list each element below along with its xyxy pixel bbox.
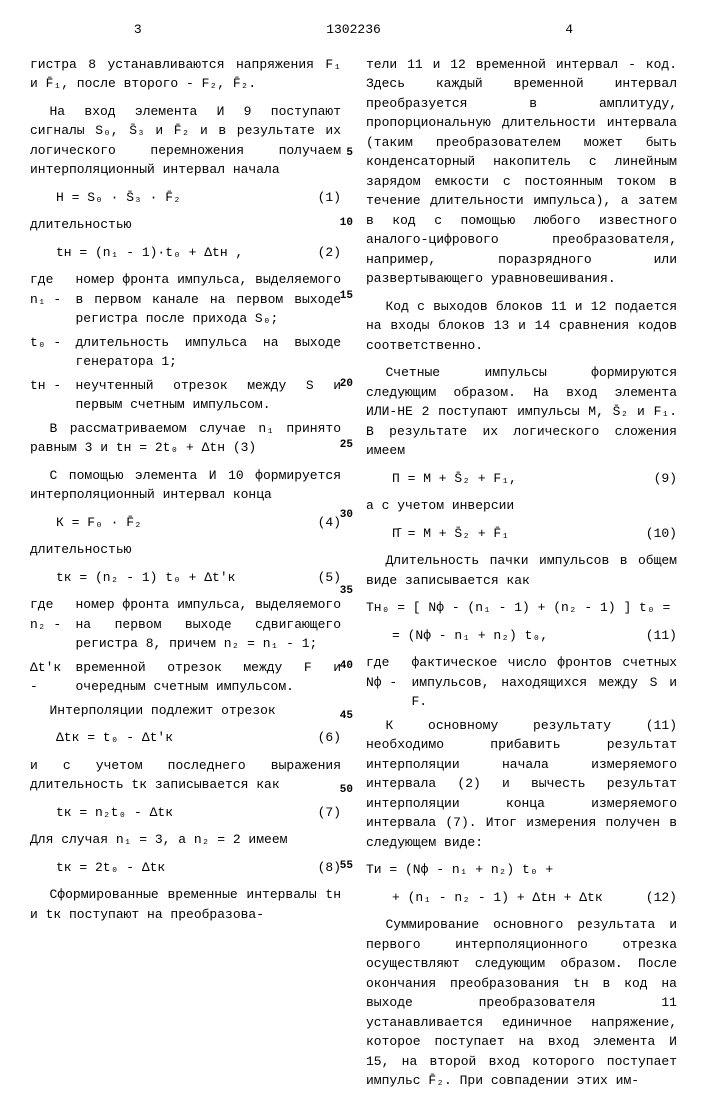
equation-math: Δtк = t₀ - Δt'к bbox=[30, 728, 173, 748]
paragraph: Сформированные временные интервалы tн и … bbox=[30, 885, 341, 924]
equation-1: Н = S₀ · S̄₃ · F̄₂ (1) bbox=[30, 188, 341, 208]
paragraph: Интерполяции подлежит отрезок bbox=[30, 701, 341, 721]
equation-11-line2: = (Nф - n₁ + n₂) t₀, (11) bbox=[366, 626, 677, 646]
equation-math: Н = S₀ · S̄₃ · F̄₂ bbox=[30, 188, 181, 208]
equation-number: (2) bbox=[310, 243, 341, 263]
equation-8: tк = 2t₀ - Δtк (8) bbox=[30, 858, 341, 878]
definition-symbol: tн - bbox=[30, 376, 76, 415]
equation-number: (6) bbox=[310, 728, 341, 748]
line-number: 50 bbox=[340, 782, 353, 799]
left-column: гистра 8 устанавливаются напряжения F₁ и… bbox=[30, 55, 341, 1099]
definition-symbol: t₀ - bbox=[30, 333, 76, 372]
line-number: 5 bbox=[346, 145, 353, 162]
equation-number: (11) bbox=[638, 626, 677, 646]
equation-number: (8) bbox=[310, 858, 341, 878]
definition-symbol: Δt'к - bbox=[30, 658, 76, 697]
paragraph: В рассматриваемом случае n₁ принято равн… bbox=[30, 419, 341, 458]
paragraph: К основному результату (11) необходимо п… bbox=[366, 716, 677, 853]
equation-number: (10) bbox=[638, 524, 677, 544]
line-number: 10 bbox=[340, 215, 353, 232]
definition-text: номер фронта импульса, выделяемого в пер… bbox=[76, 270, 342, 329]
paragraph: длительностью bbox=[30, 540, 341, 560]
line-number: 40 bbox=[340, 658, 353, 675]
definition-text: длительность импульса на выходе генерато… bbox=[76, 333, 342, 372]
equation-number: (9) bbox=[646, 469, 677, 489]
definition: где Nф - фактическое число фронтов счетн… bbox=[366, 653, 677, 712]
paragraph: На вход элемента И 9 поступают сигналы S… bbox=[30, 102, 341, 180]
line-number: 25 bbox=[340, 437, 353, 454]
line-number: 15 bbox=[340, 288, 353, 305]
equation-math: tн = (n₁ - 1)·t₀ + Δtн , bbox=[30, 243, 243, 263]
equation-math: П̄ = М + S̄₂ + F̄₁ bbox=[366, 524, 509, 544]
paragraph: С помощью элемента И 10 формируется инте… bbox=[30, 466, 341, 505]
line-number: 55 bbox=[340, 858, 353, 875]
equation-math: = (Nф - n₁ + n₂) t₀, bbox=[366, 626, 548, 646]
definition-symbol: где n₂ - bbox=[30, 595, 76, 654]
equation-math: tк = (n₂ - 1) t₀ + Δt'к bbox=[30, 568, 235, 588]
equation-number: (12) bbox=[638, 888, 677, 908]
line-number: 45 bbox=[340, 708, 353, 725]
definition: где n₂ - номер фронта импульса, выделяем… bbox=[30, 595, 341, 654]
definition: где n₁ - номер фронта импульса, выделяем… bbox=[30, 270, 341, 329]
equation-10: П̄ = М + S̄₂ + F̄₁ (10) bbox=[366, 524, 677, 544]
paragraph: тели 11 и 12 временной интервал - код. З… bbox=[366, 55, 677, 289]
definition-text: номер фронта импульса, выделяемого на пе… bbox=[76, 595, 342, 654]
equation-number: (7) bbox=[310, 803, 341, 823]
equation-math: tк = n₂t₀ - Δtк bbox=[30, 803, 173, 823]
equation-11-line1: Tн₀ = [ Nф - (n₁ - 1) + (n₂ - 1) ] t₀ = bbox=[366, 598, 677, 618]
text-columns: гистра 8 устанавливаются напряжения F₁ и… bbox=[30, 55, 677, 1099]
paragraph: Длительность пачки импульсов в общем вид… bbox=[366, 551, 677, 590]
paragraph: гистра 8 устанавливаются напряжения F₁ и… bbox=[30, 55, 341, 94]
line-number: 30 bbox=[340, 507, 353, 524]
definition: Δt'к - временной отрезок между F и очере… bbox=[30, 658, 341, 697]
definition: tн - неучтенный отрезок между S и первым… bbox=[30, 376, 341, 415]
page-header: 3 1302236 4 bbox=[30, 20, 677, 40]
equation-12-line1: Tи = (Nф - n₁ + n₂) t₀ + bbox=[366, 860, 677, 880]
equation-12-line2: + (n₁ - n₂ - 1) + Δtн + Δtк (12) bbox=[366, 888, 677, 908]
equation-number: (5) bbox=[310, 568, 341, 588]
definition-text: фактическое число фронтов счетных импуль… bbox=[412, 653, 678, 712]
equation-math: + (n₁ - n₂ - 1) + Δtн + Δtк bbox=[366, 888, 603, 908]
paragraph: и с учетом последнего выражения длительн… bbox=[30, 756, 341, 795]
document-number: 1302236 bbox=[246, 20, 462, 40]
paragraph: длительностью bbox=[30, 215, 341, 235]
equation-2: tн = (n₁ - 1)·t₀ + Δtн , (2) bbox=[30, 243, 341, 263]
equation-9: П = М + S̄₂ + F₁, (9) bbox=[366, 469, 677, 489]
line-number: 35 bbox=[340, 583, 353, 600]
page-number-left: 3 bbox=[30, 20, 246, 40]
paragraph: а с учетом инверсии bbox=[366, 496, 677, 516]
equation-math: К = F₀ · F̄₂ bbox=[30, 513, 142, 533]
definition: t₀ - длительность импульса на выходе ген… bbox=[30, 333, 341, 372]
page-number-right: 4 bbox=[461, 20, 677, 40]
line-number: 20 bbox=[340, 376, 353, 393]
equation-math: П = М + S̄₂ + F₁, bbox=[366, 469, 517, 489]
equation-6: Δtк = t₀ - Δt'к (6) bbox=[30, 728, 341, 748]
equation-4: К = F₀ · F̄₂ (4) bbox=[30, 513, 341, 533]
definition-text: неучтенный отрезок между S и первым счет… bbox=[76, 376, 342, 415]
equation-5: tк = (n₂ - 1) t₀ + Δt'к (5) bbox=[30, 568, 341, 588]
paragraph: Счетные импульсы формируются следующим о… bbox=[366, 363, 677, 461]
definition-symbol: где n₁ - bbox=[30, 270, 76, 329]
definition-symbol: где Nф - bbox=[366, 653, 412, 712]
equation-number: (1) bbox=[310, 188, 341, 208]
paragraph: Суммирование основного результата и перв… bbox=[366, 915, 677, 1091]
paragraph: Код с выходов блоков 11 и 12 подается на… bbox=[366, 297, 677, 356]
equation-7: tк = n₂t₀ - Δtк (7) bbox=[30, 803, 341, 823]
right-column: тели 11 и 12 временной интервал - код. З… bbox=[366, 55, 677, 1099]
equation-number: (4) bbox=[310, 513, 341, 533]
paragraph: Для случая n₁ = 3, а n₂ = 2 имеем bbox=[30, 830, 341, 850]
definition-text: временной отрезок между F и очередным сч… bbox=[76, 658, 342, 697]
equation-math: tк = 2t₀ - Δtк bbox=[30, 858, 165, 878]
